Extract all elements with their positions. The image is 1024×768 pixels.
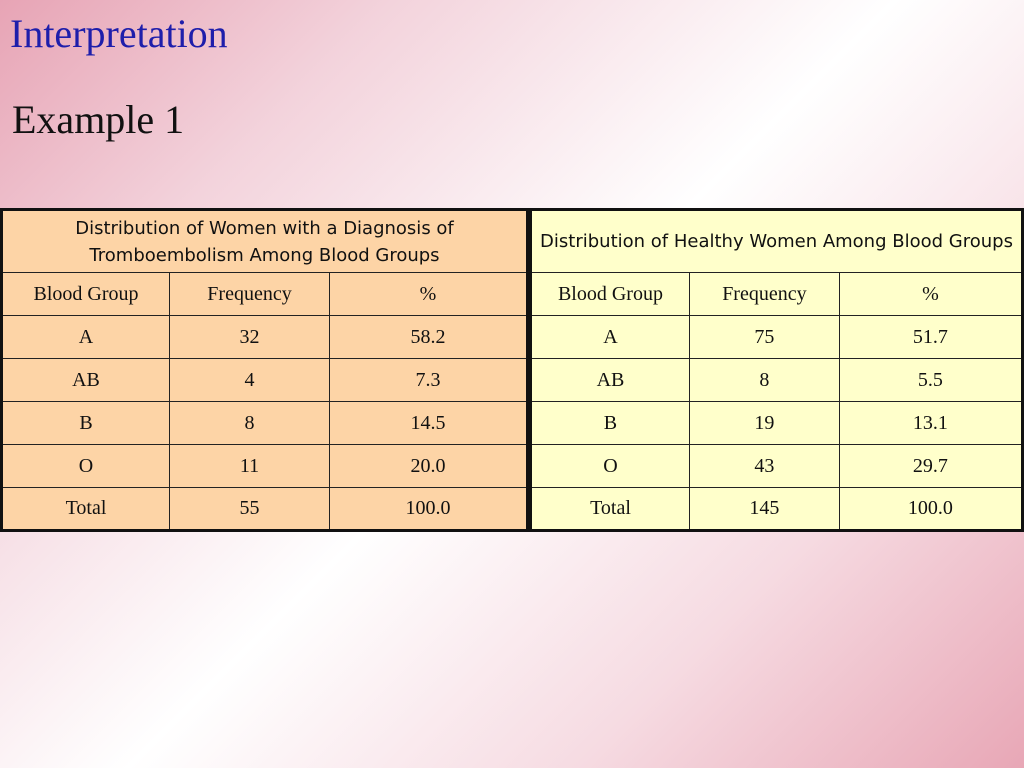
table-caption-row: Distribution of Healthy Women Among Bloo… [530,209,1023,273]
table-row: B 8 14.5 [1,401,528,445]
column-header-blood-group: Blood Group [530,272,690,316]
frequency-cell: 8 [688,358,840,402]
table-row: AB 8 5.5 [530,358,1024,402]
table-total-row: Total 145 100.0 [530,487,1024,531]
table-row: A 32 58.2 [1,315,528,359]
percent-cell: 14.5 [329,401,528,445]
column-header-frequency: Frequency [169,272,330,316]
percent-cell: 20.0 [329,444,528,488]
column-header-percent: % [329,272,528,316]
slide-title: Interpretation [10,11,228,56]
thromboembolism-table: Distribution of Women with a Diagnosis o… [0,208,529,532]
percent-cell: 13.1 [838,401,1024,445]
column-header-percent: % [838,272,1024,316]
frequency-cell: 19 [688,401,840,445]
healthy-women-table: Distribution of Healthy Women Among Bloo… [529,208,1024,532]
blood-group-cell: O [530,444,690,488]
table-row: B 19 13.1 [530,401,1024,445]
blood-group-cell: O [1,444,170,488]
percent-cell: 29.7 [838,444,1024,488]
table-caption: Distribution of Healthy Women Among Bloo… [530,209,1023,273]
frequency-cell: 4 [169,358,330,402]
frequency-cell: 75 [688,315,840,359]
blood-group-cell: A [530,315,690,359]
blood-group-cell: Total [530,487,690,531]
percent-cell: 51.7 [838,315,1024,359]
frequency-cell: 32 [169,315,330,359]
table-row: O 43 29.7 [530,444,1024,488]
table-row: O 11 20.0 [1,444,528,488]
blood-group-cell: AB [1,358,170,402]
column-header-frequency: Frequency [688,272,840,316]
table-row: A 75 51.7 [530,315,1024,359]
column-header-row: Blood Group Frequency % [1,272,528,316]
blood-group-cell: Total [1,487,170,531]
percent-cell: 58.2 [329,315,528,359]
percent-cell: 100.0 [838,487,1024,531]
frequency-cell: 145 [688,487,840,531]
frequency-cell: 55 [169,487,330,531]
percent-cell: 5.5 [838,358,1024,402]
table-caption-row: Distribution of Women with a Diagnosis o… [1,209,528,273]
table-caption: Distribution of Women with a Diagnosis o… [1,209,528,273]
frequency-cell: 11 [169,444,330,488]
blood-group-cell: B [530,401,690,445]
slide-subtitle: Example 1 [12,97,185,142]
frequency-cell: 8 [169,401,330,445]
percent-cell: 7.3 [329,358,528,402]
frequency-cell: 43 [688,444,840,488]
table-total-row: Total 55 100.0 [1,487,528,531]
column-header-row: Blood Group Frequency % [530,272,1024,316]
column-header-blood-group: Blood Group [1,272,170,316]
blood-group-cell: B [1,401,170,445]
percent-cell: 100.0 [329,487,528,531]
table-row: AB 4 7.3 [1,358,528,402]
blood-group-cell: AB [530,358,690,402]
blood-group-cell: A [1,315,170,359]
